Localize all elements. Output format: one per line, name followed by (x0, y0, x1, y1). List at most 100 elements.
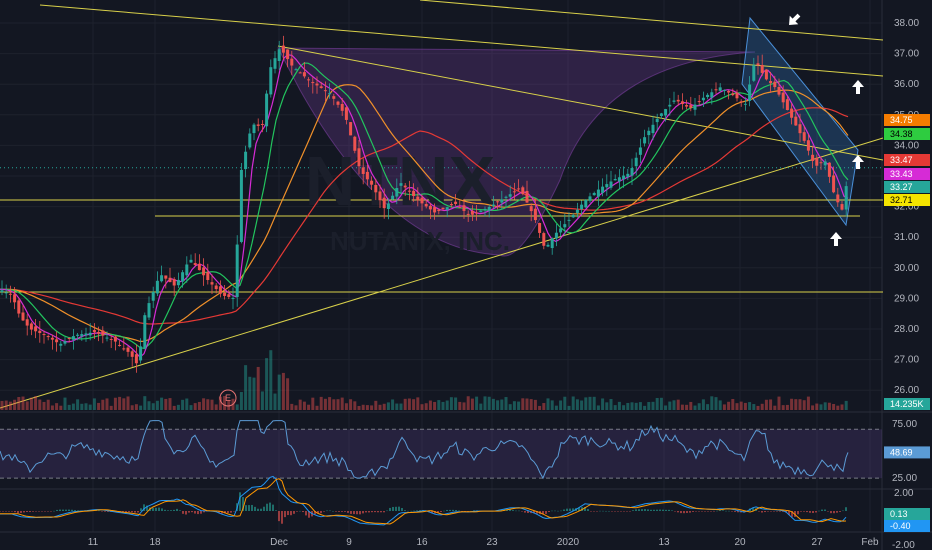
candle-body (567, 219, 571, 221)
macd-histogram-bar (104, 511, 106, 512)
macd-histogram-bar (773, 511, 775, 512)
volume-bar (580, 400, 584, 410)
volume-bar (643, 405, 647, 410)
volume-bar (764, 399, 768, 410)
volume-bar (462, 402, 466, 410)
volume-bar (84, 403, 88, 410)
volume-bar (286, 378, 290, 410)
candle-body (277, 49, 281, 62)
macd-histogram-bar (143, 504, 145, 511)
earnings-label: E (225, 393, 231, 403)
candle-body (748, 84, 752, 101)
macd-histogram-bar (725, 510, 727, 512)
volume-bar (277, 374, 281, 410)
volume-bar (365, 405, 369, 410)
candle-body (365, 171, 369, 180)
volume-bar (836, 405, 840, 410)
price-panel[interactable]: E (0, 35, 849, 410)
macd-histogram-bar (299, 510, 301, 512)
macd-histogram-bar (584, 506, 586, 511)
volume-bar (17, 397, 21, 410)
arrow-down-icon (789, 13, 801, 25)
candle-body (126, 347, 130, 352)
volume-bar (323, 398, 327, 410)
macd-histogram-bar (389, 507, 391, 511)
price-badge: 34.38 (884, 128, 930, 140)
candle-body (76, 334, 80, 336)
macd-histogram-bar (317, 511, 319, 514)
candle-body (668, 104, 672, 107)
macd-histogram-bar (689, 511, 691, 513)
volume-bar (412, 399, 416, 410)
macd-histogram-bar (359, 511, 361, 515)
rsi-tick-label: 25.00 (892, 473, 917, 484)
rsi-panel[interactable] (0, 420, 882, 480)
price-badge-label: 33.43 (890, 169, 913, 179)
macd-histogram-bar (542, 511, 544, 515)
volume-bar (781, 405, 785, 410)
candle-body (525, 190, 529, 203)
volume-bar (344, 403, 348, 410)
candle-body (67, 337, 71, 339)
candle-body (806, 140, 810, 151)
macd-histogram-bar (194, 511, 196, 514)
macd-badge: -0.40 (884, 520, 930, 532)
price-badge-label: 33.27 (890, 182, 913, 192)
macd-histogram-bar (659, 509, 661, 511)
volume-bar (609, 399, 613, 410)
macd-histogram-bar (275, 510, 277, 511)
macd-histogram-bar (719, 510, 721, 511)
volume-bar (823, 402, 827, 410)
candle-body (134, 354, 138, 364)
macd-histogram-bar (47, 511, 49, 512)
macd-histogram-bar (377, 511, 379, 513)
macd-histogram-bar (824, 509, 826, 511)
macd-histogram-bar (839, 511, 841, 512)
macd-histogram-bar (791, 511, 793, 517)
volume-bar (722, 404, 726, 410)
candle-body (512, 191, 516, 193)
macd-histogram-bar (629, 511, 631, 512)
macd-histogram-bar (656, 509, 658, 511)
volume-bar (798, 399, 802, 410)
macd-histogram-bar (527, 511, 529, 514)
price-badge-label: 34.75 (890, 115, 913, 125)
volume-bar (811, 405, 815, 410)
candle-body (718, 87, 722, 91)
candle-body (672, 100, 676, 102)
macd-histogram-bar (698, 511, 700, 512)
macd-histogram-bar (431, 511, 433, 514)
candle-body (634, 157, 638, 167)
volume-bar (4, 400, 8, 410)
volume-bar (554, 405, 558, 410)
volume-bar (428, 400, 432, 410)
candle-body (46, 336, 50, 338)
volume-bar (500, 399, 504, 410)
candle-body (752, 65, 756, 81)
volume-bar (449, 397, 453, 410)
macd-histogram-bar (395, 506, 397, 511)
candle-body (0, 290, 4, 293)
candle-body (59, 343, 63, 346)
volume-bar (139, 405, 143, 410)
candle-body (260, 123, 264, 125)
macd-histogram-bar (380, 511, 382, 513)
macd-histogram-bar (443, 510, 445, 512)
volume-bar (256, 366, 260, 410)
price-tick-label: 37.00 (894, 49, 919, 60)
candle-body (206, 272, 210, 281)
macd-tick-label: -2.00 (892, 540, 915, 550)
price-tick-label: 36.00 (894, 79, 919, 90)
volume-bar (391, 399, 395, 410)
macd-histogram-bar (398, 506, 400, 511)
macd-histogram-bar (821, 509, 823, 511)
volume-bar (638, 402, 642, 410)
macd-panel[interactable] (0, 475, 847, 526)
volume-bar (424, 403, 428, 410)
macd-histogram-bar (2, 511, 4, 512)
macd-histogram-bar (440, 511, 442, 513)
rsi-tick-label: 75.00 (892, 419, 917, 430)
volume-bar (584, 397, 588, 410)
macd-histogram-bar (404, 510, 406, 511)
